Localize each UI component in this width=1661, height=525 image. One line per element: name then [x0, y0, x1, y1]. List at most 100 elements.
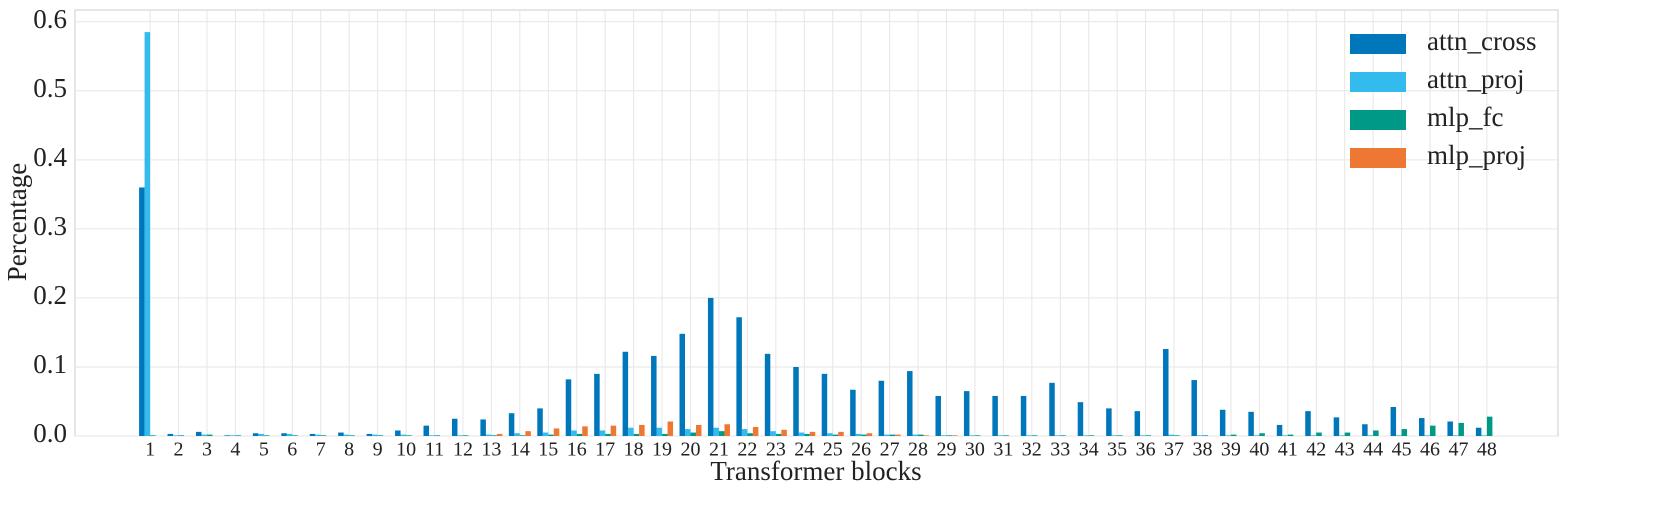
legend-label: mlp_proj — [1427, 140, 1526, 170]
bar — [462, 435, 469, 436]
bar — [525, 431, 531, 436]
bar — [195, 431, 202, 436]
bar — [519, 435, 526, 436]
bar — [1401, 429, 1408, 436]
x-tick-label: 10 — [396, 439, 416, 461]
x-tick-label: 18 — [624, 439, 644, 461]
x-tick-label: 1 — [145, 439, 155, 461]
bar — [496, 433, 503, 436]
bar — [662, 433, 668, 436]
bar — [1026, 435, 1032, 436]
bar — [1230, 434, 1237, 436]
bar — [400, 434, 407, 436]
bar — [1486, 416, 1493, 436]
x-axis-label: Transformer blocks — [710, 456, 921, 486]
bar — [1163, 349, 1169, 436]
bar — [775, 433, 782, 436]
bar — [1367, 435, 1374, 436]
x-tick-label: 23 — [766, 439, 786, 461]
bar — [1390, 407, 1397, 436]
bar — [695, 424, 702, 436]
bar — [542, 432, 549, 436]
x-tick-label: 30 — [965, 439, 985, 461]
bar — [1202, 435, 1208, 436]
x-tick-label: 26 — [851, 439, 871, 461]
bar — [1310, 435, 1317, 436]
bar — [628, 427, 634, 436]
bar — [946, 435, 952, 436]
legend-swatch — [1350, 110, 1406, 130]
y-tick-label: 0.4 — [33, 142, 67, 172]
bar — [1049, 382, 1055, 436]
bar — [747, 433, 753, 436]
bar — [684, 429, 691, 436]
bar — [741, 429, 748, 436]
bar — [1253, 435, 1260, 436]
bar — [1419, 418, 1425, 436]
bar — [178, 435, 185, 436]
bar — [838, 431, 844, 436]
bar — [656, 427, 663, 436]
bar — [1174, 435, 1180, 436]
bar — [639, 424, 645, 436]
bar — [724, 424, 730, 436]
bar — [320, 435, 327, 436]
x-tick-label: 27 — [880, 439, 900, 461]
x-tick-label: 42 — [1306, 439, 1326, 461]
bar — [167, 433, 174, 436]
x-tick-label: 38 — [1192, 439, 1212, 461]
bar — [1333, 417, 1340, 436]
bar — [827, 433, 833, 436]
x-tick-label: 2 — [174, 439, 184, 461]
x-tick-label: 47 — [1448, 439, 1468, 461]
bar — [1475, 427, 1482, 436]
bar — [1106, 408, 1112, 436]
bar — [263, 435, 270, 436]
bar — [1287, 434, 1294, 436]
bar — [951, 435, 958, 436]
bar — [940, 435, 947, 436]
legend-swatch — [1350, 72, 1406, 92]
x-tick-label: 17 — [595, 439, 615, 461]
bar — [884, 434, 890, 436]
bar — [850, 389, 856, 436]
x-tick-label: 13 — [481, 439, 501, 461]
bar — [434, 435, 441, 436]
x-tick-label: 15 — [538, 439, 558, 461]
bar — [866, 433, 873, 436]
bar — [1191, 380, 1197, 436]
x-tick-label: 7 — [316, 439, 326, 461]
bar — [395, 430, 401, 436]
bar — [144, 32, 151, 437]
bar — [752, 427, 759, 436]
bar — [252, 433, 259, 436]
bar — [565, 379, 572, 436]
bar — [713, 427, 719, 436]
bar — [610, 425, 617, 436]
x-tick-label: 33 — [1050, 439, 1070, 461]
bar — [1248, 411, 1254, 436]
y-tick-label: 0.3 — [33, 211, 67, 241]
legend-swatch — [1350, 34, 1406, 54]
bar — [804, 433, 810, 436]
bar — [895, 434, 901, 436]
x-tick-label: 22 — [737, 439, 757, 461]
bar — [1225, 435, 1231, 436]
bar — [423, 425, 430, 436]
bar — [1117, 435, 1123, 436]
x-tick-label: 43 — [1335, 439, 1355, 461]
bar — [594, 373, 600, 436]
bar — [1424, 435, 1431, 436]
bar — [1020, 395, 1027, 436]
bar — [480, 419, 486, 436]
x-tick-label: 45 — [1392, 439, 1412, 461]
bar — [1430, 425, 1436, 436]
x-tick-label: 6 — [287, 439, 297, 461]
x-tick-label: 34 — [1079, 439, 1099, 461]
bar — [343, 434, 350, 436]
bar — [139, 187, 145, 436]
bar — [1344, 432, 1351, 436]
bar — [1362, 424, 1368, 436]
y-tick-label: 0.0 — [33, 418, 67, 448]
bar — [1276, 424, 1283, 436]
